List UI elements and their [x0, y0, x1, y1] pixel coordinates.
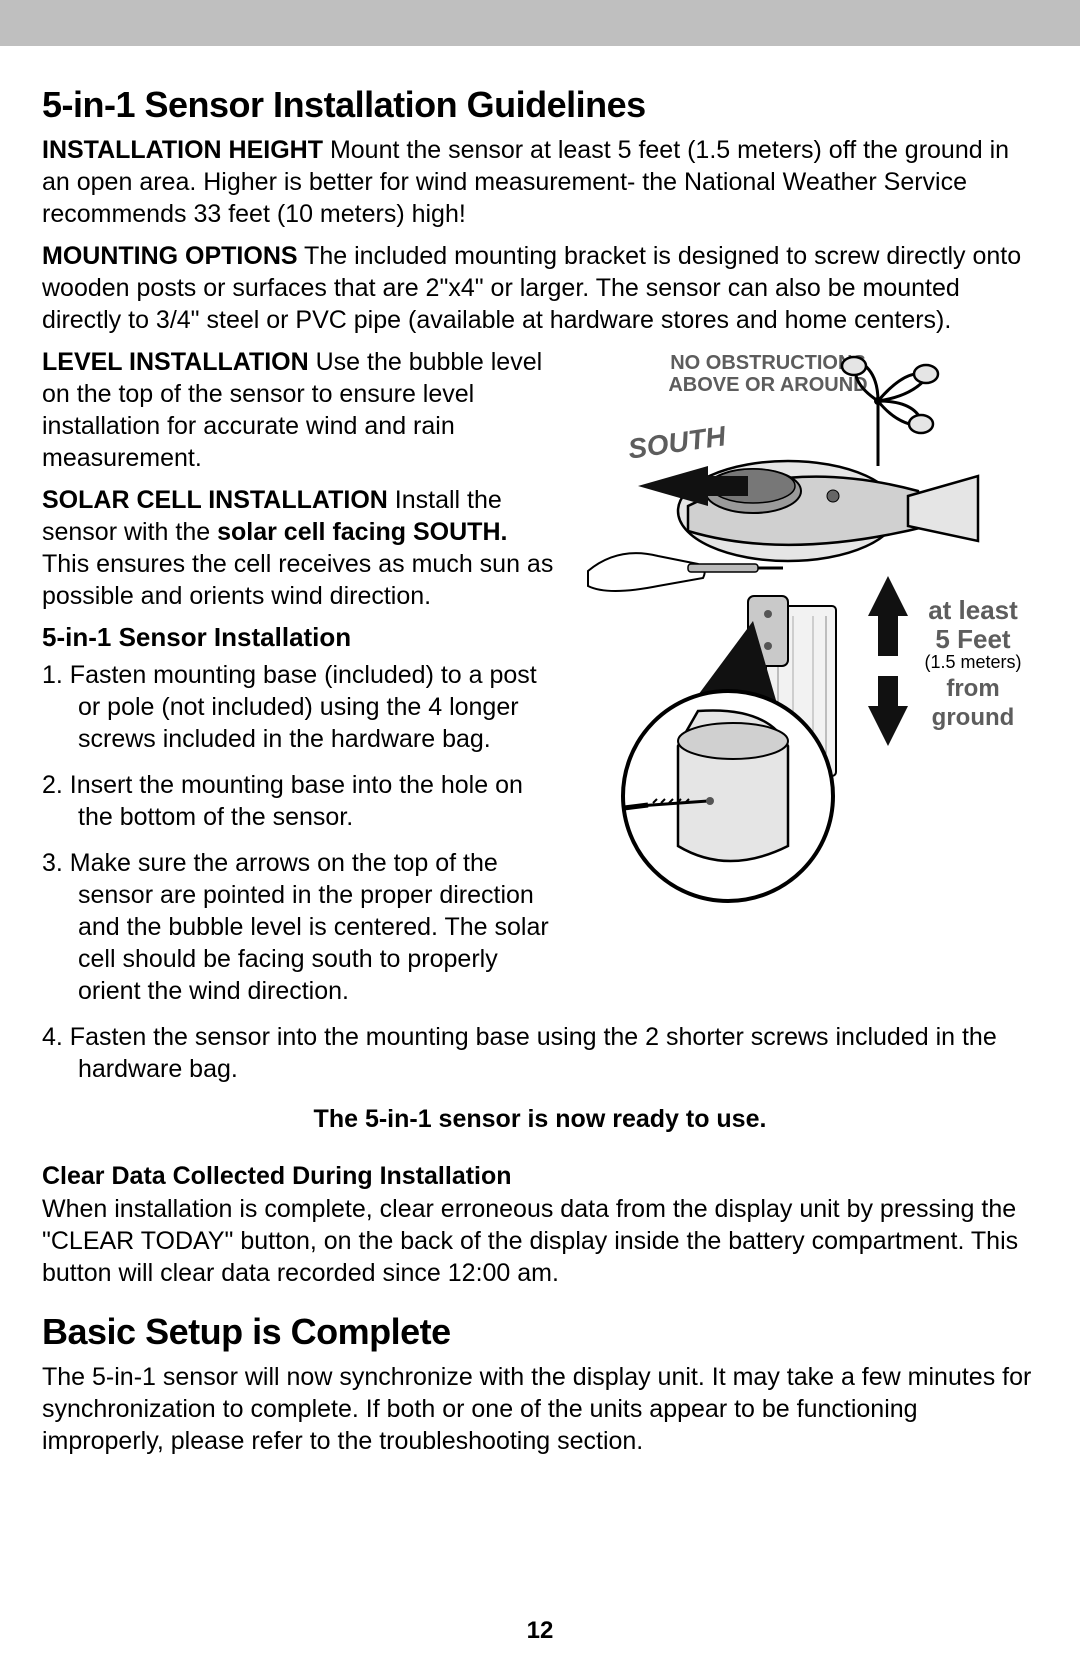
page-content: 5-in-1 Sensor Installation Guidelines IN…	[0, 46, 1080, 1457]
install-steps-list-cont: 4. Fasten the sensor into the mounting b…	[42, 1021, 1038, 1085]
sensor-diagram: NO OBSTRUCTIONS ABOVE OR AROUND SOUTH at…	[578, 346, 1038, 906]
subheading-install-steps: 5-in-1 Sensor Installation	[42, 622, 558, 653]
step-1: 1. Fasten mounting base (included) to a …	[42, 659, 558, 755]
install-steps-list: 1. Fasten mounting base (included) to a …	[42, 659, 558, 1007]
ready-note: The 5-in-1 sensor is now ready to use.	[42, 1105, 1038, 1134]
height-arrows-icon	[868, 576, 908, 746]
bold-solar-south: solar cell facing SOUTH.	[217, 518, 507, 546]
right-column: NO OBSTRUCTIONS ABOVE OR AROUND SOUTH at…	[578, 346, 1038, 906]
step-4: 4. Fasten the sensor into the mounting b…	[42, 1021, 1038, 1085]
para-mounting-options: MOUNTING OPTIONS The included mounting b…	[42, 240, 1038, 336]
lead-solar: SOLAR CELL INSTALLATION	[42, 486, 388, 514]
section-title-complete: Basic Setup is Complete	[42, 1311, 1038, 1353]
para-installation-height: INSTALLATION HEIGHT Mount the sensor at …	[42, 134, 1038, 230]
page-number: 12	[0, 1617, 1080, 1645]
clear-data-body: When installation is complete, clear err…	[42, 1193, 1038, 1289]
lead-mount: MOUNTING OPTIONS	[42, 242, 298, 270]
body-solar-2: This ensures the cell receives as much s…	[42, 550, 553, 610]
para-solar-cell: SOLAR CELL INSTALLATION Install the sens…	[42, 484, 558, 612]
left-column: LEVEL INSTALLATION Use the bubble level …	[42, 346, 558, 1021]
complete-body: The 5-in-1 sensor will now synchronize w…	[42, 1361, 1038, 1457]
anemometer-icon	[842, 357, 938, 466]
step-3: 3. Make sure the arrows on the top of th…	[42, 847, 558, 1007]
para-level-installation: LEVEL INSTALLATION Use the bubble level …	[42, 346, 558, 474]
detail-circle-icon	[623, 691, 833, 901]
step-2: 2. Insert the mounting base into the hol…	[42, 769, 558, 833]
header-bar	[0, 0, 1080, 46]
section-title-guidelines: 5-in-1 Sensor Installation Guidelines	[42, 84, 1038, 126]
sensor-illustration-svg	[578, 346, 1038, 906]
two-column-region: LEVEL INSTALLATION Use the bubble level …	[42, 346, 1038, 1021]
clear-data-heading: Clear Data Collected During Installation	[42, 1162, 1038, 1191]
lead-level: LEVEL INSTALLATION	[42, 348, 309, 376]
lead-height: INSTALLATION HEIGHT	[42, 136, 323, 164]
